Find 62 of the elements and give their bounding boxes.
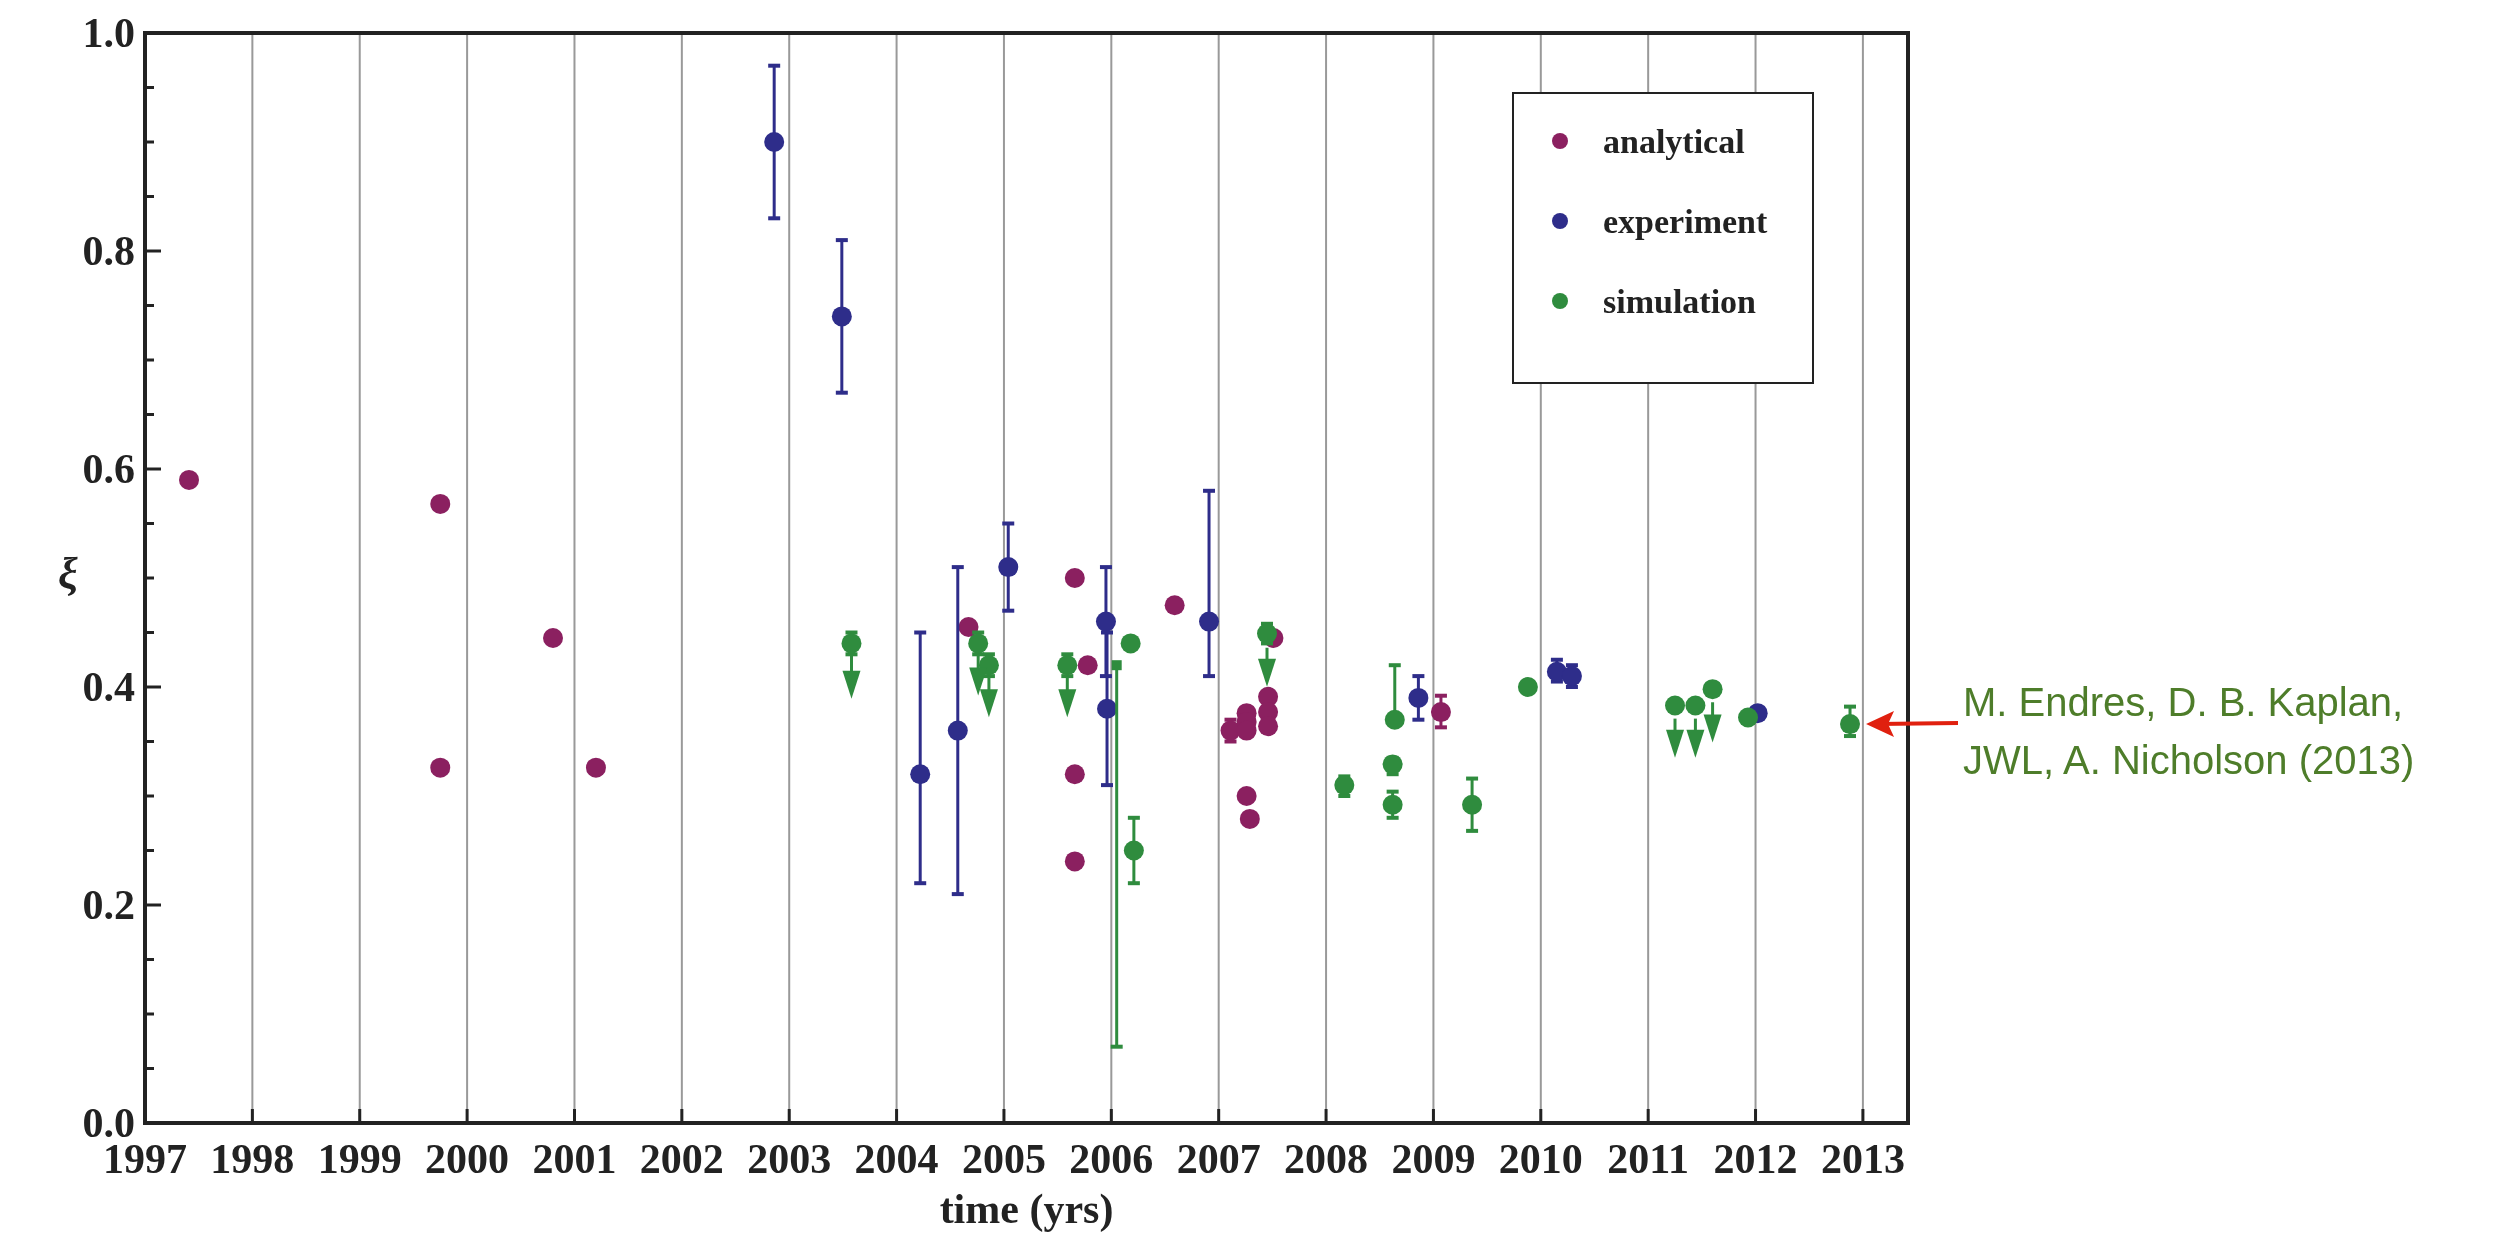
point (1702, 679, 1723, 700)
legend-label: analytical (1603, 123, 1745, 160)
point (1064, 568, 1085, 588)
point (947, 720, 968, 741)
y-axis-title: ξ (58, 549, 79, 598)
legend-label: simulation (1603, 283, 1757, 320)
x-tick-label: 2001 (532, 1136, 617, 1182)
point (1123, 840, 1144, 861)
legend-label: experiment (1603, 203, 1768, 240)
x-tick-label: 2011 (1607, 1136, 1690, 1182)
point (1430, 702, 1451, 723)
point (1239, 808, 1260, 829)
point (910, 764, 931, 785)
point (1199, 611, 1220, 632)
point (1111, 660, 1122, 671)
x-tick-label: 2009 (1391, 1136, 1476, 1182)
x-tick-label: 2008 (1284, 1136, 1369, 1182)
annotation: M. Endres, D. B. Kaplan, JWL, A. Nicholson (2013) (1963, 680, 2415, 783)
point (1685, 695, 1706, 716)
x-tick-label: 2012 (1713, 1136, 1798, 1182)
x-axis-title: time (yrs) (939, 1186, 1114, 1233)
point (1665, 695, 1686, 716)
x-tick-label: 2000 (425, 1136, 510, 1182)
point (1236, 786, 1257, 806)
point (1384, 709, 1405, 730)
point (1064, 764, 1085, 785)
point (1738, 707, 1759, 728)
x-tick-label: 2010 (1498, 1136, 1583, 1182)
point (179, 469, 200, 490)
point (430, 493, 451, 514)
x-tick-label: 1999 (317, 1136, 402, 1182)
x-tick-label: 1998 (210, 1136, 295, 1182)
y-tick-label: 0.2 (82, 882, 135, 928)
x-tick-label: 2005 (961, 1136, 1046, 1182)
point (1840, 714, 1861, 735)
point (1164, 595, 1185, 616)
point (585, 757, 606, 778)
point (430, 757, 451, 778)
y-tick-label: 0.8 (82, 228, 135, 274)
point (543, 627, 563, 648)
y-tick-label: 0.4 (82, 664, 135, 710)
x-tick-label: 2006 (1069, 1136, 1154, 1182)
point (1408, 687, 1429, 708)
x-tick-label: 2013 (1820, 1136, 1905, 1182)
x-tick-label: 2003 (747, 1136, 832, 1182)
y-tick-label: 1.0 (82, 10, 135, 56)
point (1077, 655, 1098, 676)
point (1382, 794, 1403, 815)
point (998, 557, 1019, 578)
y-tick-label: 0.6 (82, 446, 135, 492)
point (1258, 716, 1279, 737)
x-tick-label: 2007 (1176, 1136, 1261, 1182)
x-tick-label: 2002 (639, 1136, 724, 1182)
point (1064, 851, 1085, 872)
point (1517, 677, 1538, 697)
point (831, 306, 852, 327)
point (764, 132, 785, 152)
x-tick-label: 2004 (854, 1136, 939, 1182)
point (1462, 794, 1483, 815)
point (958, 617, 979, 638)
point (1097, 698, 1118, 719)
point (1120, 633, 1141, 654)
